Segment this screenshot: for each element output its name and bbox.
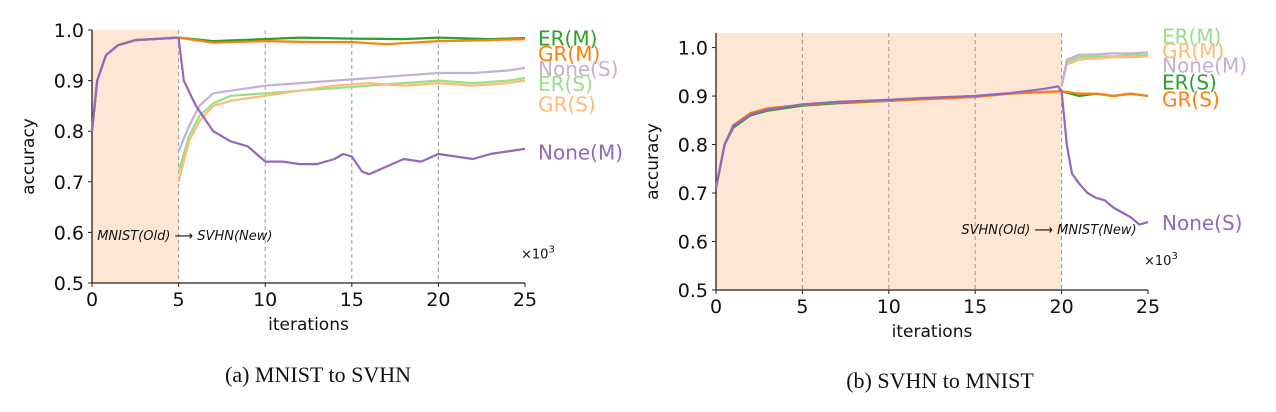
series-label-er-s: ER(S) [538, 72, 593, 96]
series-label-none-s: None(S) [1162, 211, 1242, 235]
x-tick-label-5: 5 [796, 296, 808, 318]
x-axis-label: iterations [268, 315, 349, 335]
series-line-none-s [714, 85, 1149, 226]
y-tick-label-0-7: 0.7 [54, 172, 84, 194]
series-label-er-m: ER(M) [538, 27, 597, 51]
x-tick-label-25: 25 [1136, 296, 1160, 318]
series-line-none-m [1060, 51, 1149, 87]
x-tick-label-0: 0 [86, 289, 98, 311]
y-tick-label-0-9: 0.9 [678, 86, 708, 108]
y-tick-label-1-0: 1.0 [54, 20, 84, 42]
x-multiplier: ×103 [521, 244, 555, 262]
caption-a: (a) MNIST to SVHN [225, 362, 411, 387]
x-tick-label-10: 10 [877, 296, 901, 318]
x-axis-label: iterations [892, 322, 973, 342]
annotation: MNIST(Old) ⟶ SVHN(New) [97, 229, 272, 244]
y-axis-label: accuracy [643, 123, 663, 200]
series-line-none-m [90, 36, 526, 176]
y-tick-label-0-8: 0.8 [678, 135, 708, 157]
series-line-gr-m [1060, 55, 1149, 87]
series-label-gr-m: GR(M) [1162, 39, 1224, 63]
x-tick-label-25: 25 [513, 289, 537, 311]
chart-mnist-to-svhn: 0 5 10 15 20 25 0.5 0.6 0.7 0.8 0.9 1.0 iterations ac… [19, 20, 623, 335]
x-multiplier: ×103 [1144, 251, 1178, 269]
series-label-er-s: ER(S) [1162, 70, 1217, 94]
x-multiplier-exponent: 3 [548, 244, 554, 255]
x-tick-label-20: 20 [1050, 296, 1074, 318]
x-tick-label-5: 5 [173, 289, 185, 311]
series-label-none-m: None(M) [1162, 54, 1247, 78]
series-line-none-s [177, 66, 526, 152]
shaded-region [92, 30, 179, 283]
series-label-gr-m: GR(M) [538, 42, 600, 66]
series-line-er-m [1060, 53, 1149, 87]
y-tick-label-0-7: 0.7 [678, 183, 708, 205]
y-tick-label-1-0: 1.0 [678, 38, 708, 60]
x-tick-label-10: 10 [253, 289, 277, 311]
series-line-gr-s [177, 79, 526, 183]
x-tick-label-15: 15 [340, 289, 364, 311]
annotation: SVHN(Old) ⟶ MNIST(New) [961, 223, 1136, 238]
y-tick-label-0-8: 0.8 [54, 121, 84, 143]
y-axis-label: accuracy [19, 118, 39, 195]
series-label-gr-s: GR(S) [1162, 87, 1220, 111]
y-tick-label-0-6: 0.6 [54, 222, 84, 244]
chart-svhn-to-mnist: 0 5 10 15 20 25 0.5 0.6 0.7 0.8 0.9 1.0 iterations ac… [643, 24, 1247, 342]
series-line-gr-s [714, 90, 1149, 189]
x-tick-label-15: 15 [963, 296, 987, 318]
x-multiplier-exponent: 3 [1171, 251, 1177, 262]
series-label-none-s: None(S) [538, 57, 618, 81]
x-tick-label-0: 0 [710, 296, 722, 318]
y-tick-label-0-5: 0.5 [54, 273, 84, 295]
caption-b: (b) SVHN to MNIST [846, 368, 1034, 393]
y-tick-label-0-5: 0.5 [678, 280, 708, 302]
y-tick-label-0-9: 0.9 [54, 71, 84, 93]
series-label-none-m: None(M) [538, 140, 623, 164]
series-label-gr-s: GR(S) [538, 92, 596, 116]
x-tick-label-20: 20 [426, 289, 450, 311]
series-label-er-m: ER(M) [1162, 24, 1221, 48]
y-tick-label-0-6: 0.6 [678, 232, 708, 254]
